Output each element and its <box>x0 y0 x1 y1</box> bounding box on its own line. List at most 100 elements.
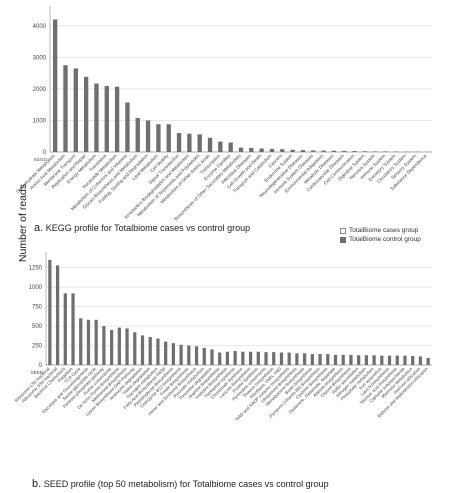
legend-swatch-control <box>340 236 346 243</box>
bar-control <box>52 19 58 152</box>
bar-control <box>411 356 415 365</box>
seed-panel-letter: b. <box>32 478 42 490</box>
y-tick-label: 3000 <box>33 55 47 61</box>
bar-control <box>114 86 120 152</box>
y-tick-label: 1000 <box>33 118 47 124</box>
kegg-caption: a. KEGG profile for Totalbiome cases vs … <box>34 222 250 234</box>
bar-control <box>83 76 89 152</box>
bar-control <box>133 332 137 365</box>
y-tick-label: 4000 <box>33 24 47 30</box>
bar-control <box>176 133 182 152</box>
bar-control <box>249 147 254 152</box>
legend-item-cases: TotalBiome cases group <box>340 226 421 235</box>
bar-control <box>135 117 140 152</box>
bar-control <box>71 293 75 365</box>
bar-control <box>280 149 285 152</box>
bar-control <box>63 65 68 152</box>
y-tick-label: 2000 <box>33 87 47 93</box>
bar-control <box>387 355 392 365</box>
legend-label-control: TotalBiome control group <box>349 236 421 243</box>
y-tick-label: 1250 <box>29 266 43 272</box>
bar-control <box>373 151 378 152</box>
bar-control <box>164 341 168 365</box>
bar-control <box>194 346 199 365</box>
bar-control <box>321 150 326 152</box>
bar-control <box>156 124 161 152</box>
bar-control <box>94 83 99 152</box>
bar-control <box>264 352 268 365</box>
bar-control <box>228 142 233 152</box>
bar-control <box>148 336 152 365</box>
bar-control <box>269 148 275 152</box>
bar-control <box>302 353 307 365</box>
bar-control <box>207 137 213 152</box>
bar-control <box>349 354 353 365</box>
axis-name-label: SEED <box>31 370 44 375</box>
bar-control <box>418 356 423 365</box>
bar-control <box>357 355 361 365</box>
bar-control <box>202 347 206 365</box>
legend: TotalBiome cases group TotalBiome contro… <box>340 226 421 244</box>
legend-item-control: TotalBiome control group <box>340 235 421 244</box>
bar-control <box>187 345 191 365</box>
bar-control <box>326 354 330 365</box>
bar-control <box>279 352 284 365</box>
bar-control <box>63 293 67 365</box>
bar-control <box>55 265 60 365</box>
axis-name-label: KEGG <box>34 157 48 162</box>
kegg-panel-letter: a. <box>34 222 44 234</box>
kegg-title: KEGG profile for Totalbiome cases vs con… <box>45 223 251 233</box>
bar-control <box>171 343 176 365</box>
bar-control <box>145 120 151 152</box>
bar-control <box>256 351 260 365</box>
bar-control <box>125 328 129 365</box>
legend-label-cases: TotalBiome cases group <box>349 227 419 234</box>
bar-control <box>362 151 368 152</box>
bar-control <box>272 352 276 365</box>
bar-control <box>140 335 145 365</box>
bar-control <box>156 338 160 365</box>
seed-title: SEED profile (top 50 metabolism) for Tot… <box>43 479 329 489</box>
bar-control <box>311 150 316 152</box>
bar-control <box>310 354 314 365</box>
bar-control <box>331 150 337 152</box>
y-tick-label: 1000 <box>29 285 43 291</box>
bar-control <box>218 141 223 152</box>
bar-control <box>233 350 237 365</box>
bar-control <box>73 68 78 152</box>
y-tick-label: 250 <box>32 344 43 350</box>
bar-control <box>372 355 376 365</box>
bar-control <box>117 327 121 365</box>
bar-control <box>290 149 295 152</box>
bar-control <box>380 355 384 365</box>
bar-control <box>79 318 83 365</box>
bar-control <box>86 319 91 365</box>
bar-control <box>179 344 183 365</box>
bar-control <box>318 354 322 365</box>
bar-control <box>300 150 306 152</box>
legend-swatch-cases <box>340 227 346 234</box>
bar-control <box>248 351 253 365</box>
bar-control <box>241 351 245 365</box>
bar-control <box>295 353 299 365</box>
bar-control <box>48 259 52 365</box>
bar-control <box>287 352 291 365</box>
bar-control <box>102 326 106 365</box>
bar-control <box>187 133 192 152</box>
y-tick-label: 500 <box>32 324 43 330</box>
bar-control <box>426 357 430 365</box>
bar-control <box>197 134 202 152</box>
bar-control <box>104 86 109 152</box>
bar-control <box>218 352 222 365</box>
bar-control <box>383 151 388 152</box>
y-axis-label: Number of reads <box>17 183 29 263</box>
bar-control <box>210 349 214 365</box>
bar-control <box>94 319 98 365</box>
seed-caption: b. SEED profile (top 50 metabolism) for … <box>32 478 329 490</box>
y-tick-label: 0 <box>43 150 47 156</box>
bar-control <box>225 351 230 365</box>
bar-control <box>403 355 407 365</box>
bar-control <box>238 147 244 152</box>
